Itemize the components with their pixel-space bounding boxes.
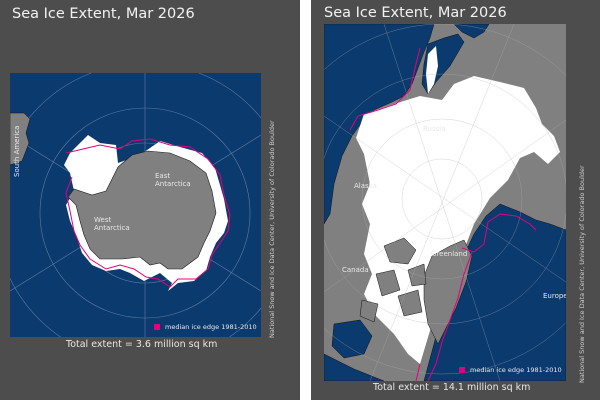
label-alaska: Alaska bbox=[354, 182, 377, 190]
label-russia: Russia bbox=[423, 125, 446, 133]
credit-text: National Snow and Ice Data Center, Unive… bbox=[578, 165, 586, 383]
arctic-map-graphic bbox=[324, 24, 566, 381]
arctic-map: Russia Alaska Canada Greenland Europe me… bbox=[324, 24, 566, 381]
antarctic-map: South America East Antarctica West Antar… bbox=[10, 73, 261, 337]
credit-text: National Snow and Ice Data Center, Unive… bbox=[268, 120, 276, 338]
label-west-antarctica: West Antarctica bbox=[94, 216, 130, 232]
map-legend: median ice edge 1981-2010 bbox=[154, 323, 257, 331]
panel-title: Sea Ice Extent, Mar 2026 bbox=[324, 5, 507, 21]
label-greenland: Greenland bbox=[431, 250, 468, 258]
arctic-sea-ice-panel: Sea Ice Extent, Mar 2026 bbox=[311, 0, 600, 400]
legend-label: median ice edge 1981-2010 bbox=[165, 323, 257, 331]
median-ice-edge bbox=[349, 47, 537, 381]
total-extent: Total extent = 3.6 million sq km bbox=[66, 339, 218, 350]
legend-label: median ice edge 1981-2010 bbox=[470, 366, 562, 374]
antarctic-sea-ice-panel: Sea Ice Extent, Mar 2026 South America bbox=[0, 0, 300, 400]
label-canada: Canada bbox=[342, 266, 369, 274]
antarctic-map-graphic bbox=[10, 73, 261, 337]
map-legend: median ice edge 1981-2010 bbox=[459, 366, 562, 374]
median-edge-swatch bbox=[154, 324, 160, 330]
total-extent: Total extent = 14.1 million sq km bbox=[373, 382, 531, 393]
label-east-antarctica: East Antarctica bbox=[155, 172, 191, 188]
panel-title: Sea Ice Extent, Mar 2026 bbox=[12, 6, 195, 22]
label-europe: Europe bbox=[543, 292, 566, 300]
graticule bbox=[324, 24, 566, 381]
sea-ice-extent bbox=[356, 76, 560, 364]
antarctica-landmass bbox=[67, 150, 217, 270]
label-south-america: South America bbox=[13, 125, 21, 177]
median-ice-edge bbox=[65, 138, 231, 288]
median-edge-swatch bbox=[459, 367, 465, 373]
